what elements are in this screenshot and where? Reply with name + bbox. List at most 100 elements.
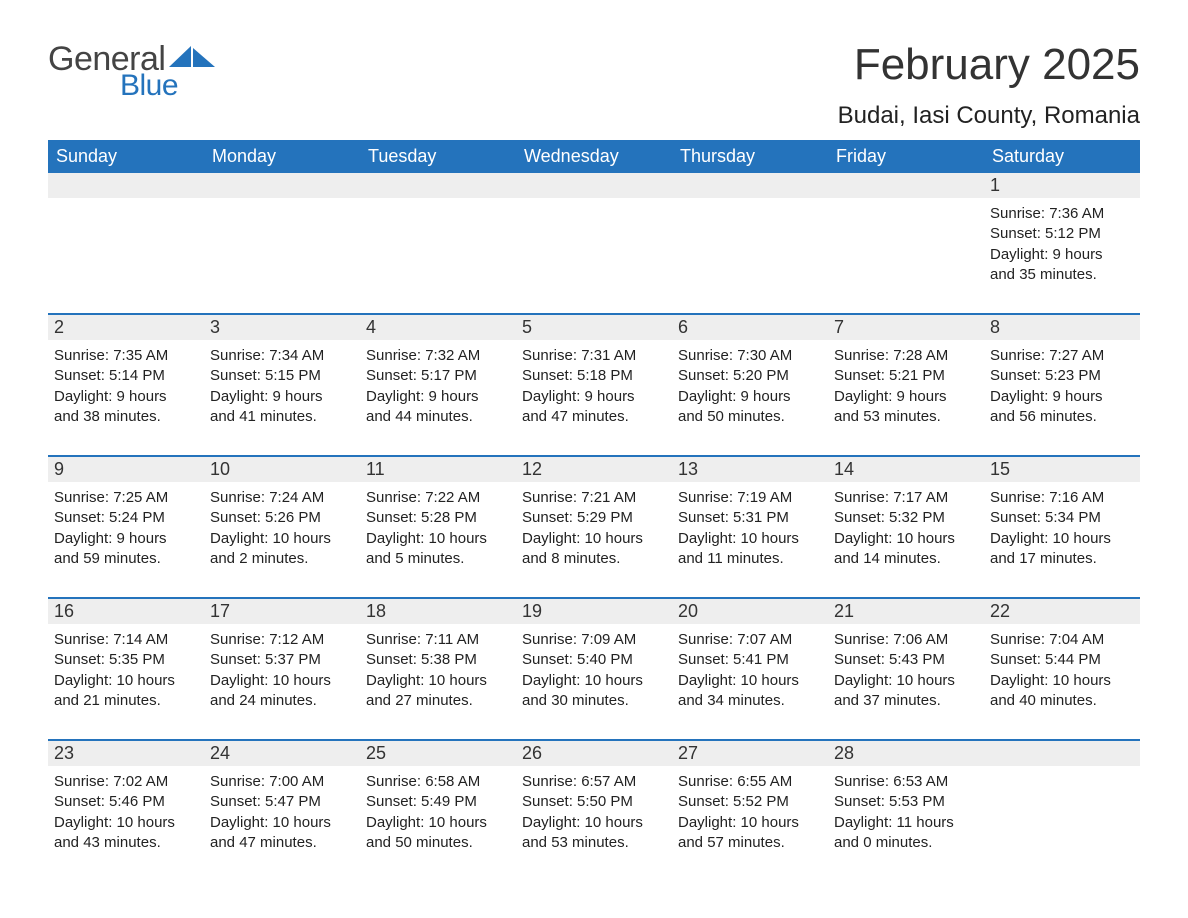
day-body [48,198,204,204]
day-sunset: Sunset: 5:24 PM [54,508,198,528]
day-sunrise: Sunrise: 6:53 AM [834,772,978,792]
day-cell: 10Sunrise: 7:24 AMSunset: 5:26 PMDayligh… [204,457,360,569]
day-cell [360,173,516,285]
day-body: Sunrise: 6:53 AMSunset: 5:53 PMDaylight:… [828,766,984,853]
week-row: 16Sunrise: 7:14 AMSunset: 5:35 PMDayligh… [48,597,1140,711]
day-d1: Daylight: 10 hours [366,671,510,691]
day-sunset: Sunset: 5:41 PM [678,650,822,670]
day-d2: and 27 minutes. [366,691,510,711]
logo-text-blue: Blue [120,69,215,103]
day-number [828,173,984,198]
calendar: SundayMondayTuesdayWednesdayThursdayFrid… [48,140,1140,853]
day-cell: 12Sunrise: 7:21 AMSunset: 5:29 PMDayligh… [516,457,672,569]
day-body: Sunrise: 7:07 AMSunset: 5:41 PMDaylight:… [672,624,828,711]
day-sunset: Sunset: 5:26 PM [210,508,354,528]
day-cell: 21Sunrise: 7:06 AMSunset: 5:43 PMDayligh… [828,599,984,711]
day-number: 7 [828,315,984,340]
day-number: 27 [672,741,828,766]
day-number: 21 [828,599,984,624]
day-d1: Daylight: 9 hours [990,387,1134,407]
day-d1: Daylight: 9 hours [54,387,198,407]
day-number: 4 [360,315,516,340]
day-body: Sunrise: 7:32 AMSunset: 5:17 PMDaylight:… [360,340,516,427]
day-cell [48,173,204,285]
day-sunrise: Sunrise: 7:32 AM [366,346,510,366]
day-sunset: Sunset: 5:18 PM [522,366,666,386]
day-body: Sunrise: 7:12 AMSunset: 5:37 PMDaylight:… [204,624,360,711]
day-body: Sunrise: 7:02 AMSunset: 5:46 PMDaylight:… [48,766,204,853]
day-d2: and 37 minutes. [834,691,978,711]
day-body: Sunrise: 7:30 AMSunset: 5:20 PMDaylight:… [672,340,828,427]
day-cell: 11Sunrise: 7:22 AMSunset: 5:28 PMDayligh… [360,457,516,569]
day-body: Sunrise: 7:14 AMSunset: 5:35 PMDaylight:… [48,624,204,711]
day-sunset: Sunset: 5:49 PM [366,792,510,812]
day-body: Sunrise: 7:00 AMSunset: 5:47 PMDaylight:… [204,766,360,853]
logo: General Blue [48,40,215,103]
day-sunrise: Sunrise: 7:19 AM [678,488,822,508]
day-number: 14 [828,457,984,482]
day-body: Sunrise: 7:21 AMSunset: 5:29 PMDaylight:… [516,482,672,569]
day-d1: Daylight: 9 hours [522,387,666,407]
day-cell: 27Sunrise: 6:55 AMSunset: 5:52 PMDayligh… [672,741,828,853]
day-body [516,198,672,204]
day-sunrise: Sunrise: 7:25 AM [54,488,198,508]
day-d2: and 35 minutes. [990,265,1134,285]
day-body: Sunrise: 7:17 AMSunset: 5:32 PMDaylight:… [828,482,984,569]
day-sunrise: Sunrise: 7:06 AM [834,630,978,650]
day-cell: 6Sunrise: 7:30 AMSunset: 5:20 PMDaylight… [672,315,828,427]
day-sunset: Sunset: 5:17 PM [366,366,510,386]
day-sunrise: Sunrise: 7:11 AM [366,630,510,650]
day-d2: and 5 minutes. [366,549,510,569]
day-cell: 2Sunrise: 7:35 AMSunset: 5:14 PMDaylight… [48,315,204,427]
day-cell: 25Sunrise: 6:58 AMSunset: 5:49 PMDayligh… [360,741,516,853]
day-d2: and 44 minutes. [366,407,510,427]
day-d2: and 56 minutes. [990,407,1134,427]
dow-cell: Sunday [48,140,204,173]
header: General Blue February 2025 Budai, Iasi C… [48,40,1140,130]
day-sunset: Sunset: 5:53 PM [834,792,978,812]
day-body: Sunrise: 7:22 AMSunset: 5:28 PMDaylight:… [360,482,516,569]
day-cell: 1Sunrise: 7:36 AMSunset: 5:12 PMDaylight… [984,173,1140,285]
day-sunrise: Sunrise: 7:16 AM [990,488,1134,508]
day-sunset: Sunset: 5:40 PM [522,650,666,670]
day-d2: and 17 minutes. [990,549,1134,569]
day-sunset: Sunset: 5:46 PM [54,792,198,812]
day-cell [828,173,984,285]
day-number: 8 [984,315,1140,340]
day-number: 6 [672,315,828,340]
day-number: 5 [516,315,672,340]
day-sunset: Sunset: 5:23 PM [990,366,1134,386]
day-d1: Daylight: 11 hours [834,813,978,833]
day-d1: Daylight: 10 hours [522,813,666,833]
day-d2: and 47 minutes. [210,833,354,853]
day-number: 19 [516,599,672,624]
day-body [672,198,828,204]
day-sunrise: Sunrise: 7:30 AM [678,346,822,366]
day-cell [984,741,1140,853]
day-d2: and 38 minutes. [54,407,198,427]
day-cell [672,173,828,285]
day-number [516,173,672,198]
day-d2: and 34 minutes. [678,691,822,711]
day-d1: Daylight: 9 hours [210,387,354,407]
day-d2: and 21 minutes. [54,691,198,711]
day-number: 17 [204,599,360,624]
day-d2: and 50 minutes. [678,407,822,427]
day-body: Sunrise: 7:19 AMSunset: 5:31 PMDaylight:… [672,482,828,569]
day-sunset: Sunset: 5:38 PM [366,650,510,670]
day-body: Sunrise: 7:06 AMSunset: 5:43 PMDaylight:… [828,624,984,711]
week-row: 2Sunrise: 7:35 AMSunset: 5:14 PMDaylight… [48,313,1140,427]
day-number: 28 [828,741,984,766]
week-row: 1Sunrise: 7:36 AMSunset: 5:12 PMDaylight… [48,173,1140,285]
day-body: Sunrise: 7:24 AMSunset: 5:26 PMDaylight:… [204,482,360,569]
day-d2: and 47 minutes. [522,407,666,427]
day-sunrise: Sunrise: 7:02 AM [54,772,198,792]
day-sunset: Sunset: 5:47 PM [210,792,354,812]
day-cell: 13Sunrise: 7:19 AMSunset: 5:31 PMDayligh… [672,457,828,569]
day-number: 16 [48,599,204,624]
day-number: 20 [672,599,828,624]
day-body: Sunrise: 7:11 AMSunset: 5:38 PMDaylight:… [360,624,516,711]
day-d2: and 53 minutes. [834,407,978,427]
day-sunset: Sunset: 5:21 PM [834,366,978,386]
day-sunrise: Sunrise: 7:35 AM [54,346,198,366]
